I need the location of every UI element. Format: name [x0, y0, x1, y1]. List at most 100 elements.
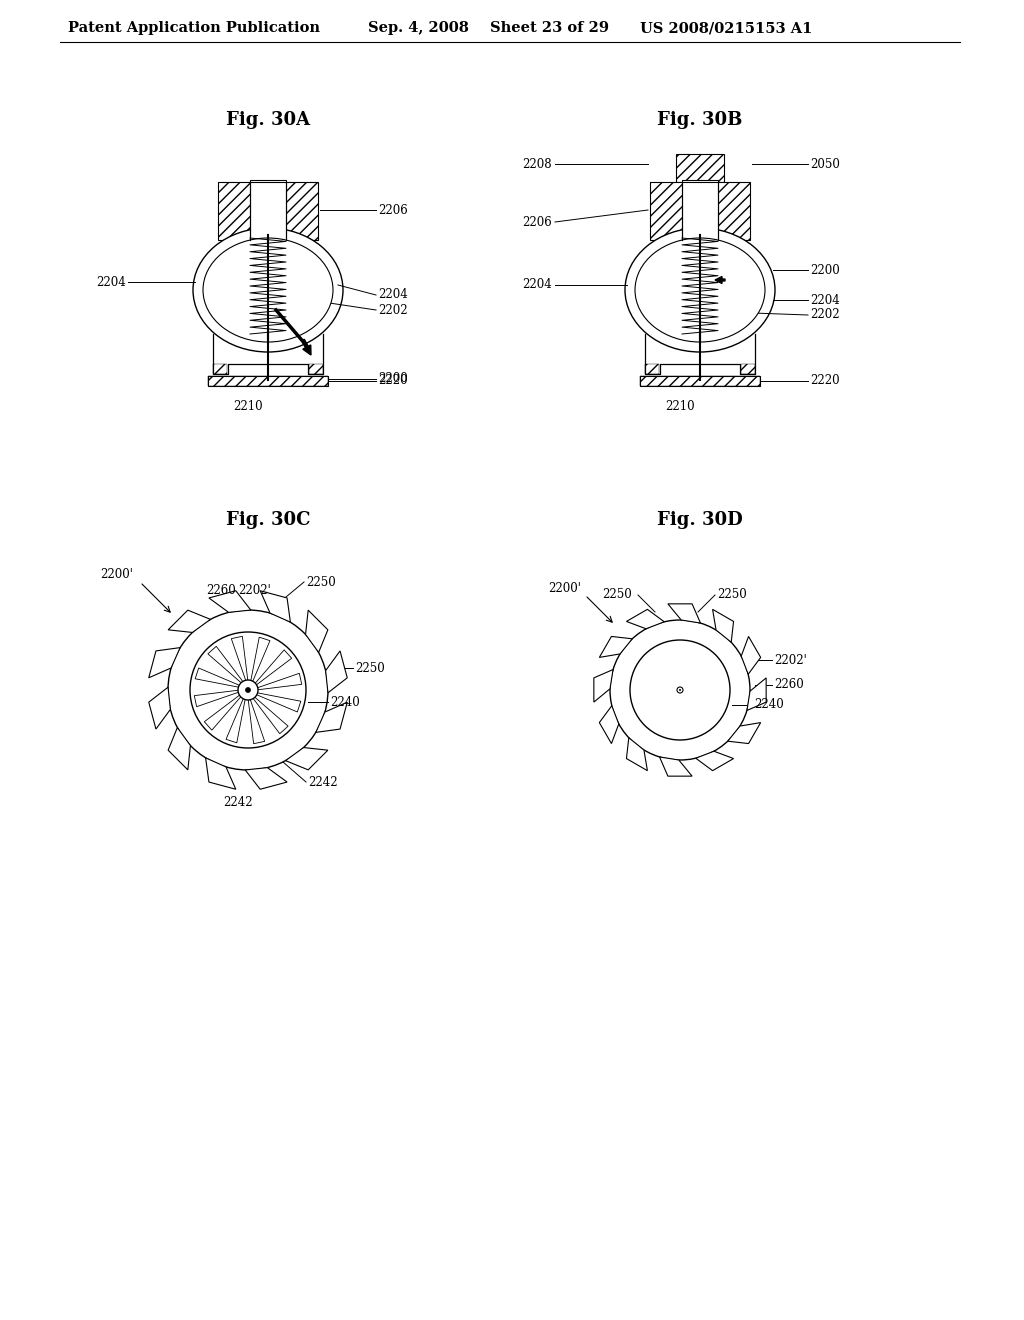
Polygon shape	[148, 648, 180, 677]
Bar	[682, 180, 718, 240]
Text: Sep. 4, 2008: Sep. 4, 2008	[368, 21, 469, 36]
Polygon shape	[594, 669, 613, 702]
Text: 2200': 2200'	[548, 582, 581, 594]
Bar	[250, 180, 286, 240]
Text: 2220: 2220	[810, 375, 840, 388]
Polygon shape	[315, 702, 347, 733]
Polygon shape	[627, 610, 665, 628]
FancyArrow shape	[715, 276, 725, 284]
Polygon shape	[659, 756, 692, 776]
Polygon shape	[695, 751, 733, 771]
Text: 2250: 2250	[717, 589, 746, 602]
Bar	[676, 154, 724, 182]
Text: 2208: 2208	[522, 157, 552, 170]
Polygon shape	[252, 696, 288, 734]
Polygon shape	[168, 727, 190, 770]
Polygon shape	[713, 610, 733, 643]
Text: US 2008/0215153 A1: US 2008/0215153 A1	[640, 21, 812, 36]
Polygon shape	[148, 688, 170, 729]
Circle shape	[146, 587, 350, 792]
Text: 2206: 2206	[522, 215, 552, 228]
Bar	[640, 376, 760, 385]
Text: 2204: 2204	[378, 289, 408, 301]
Text: Fig. 30C: Fig. 30C	[225, 511, 310, 529]
Text: 2200: 2200	[378, 372, 408, 385]
Polygon shape	[741, 636, 761, 675]
Text: 2240: 2240	[330, 696, 359, 709]
Text: 2220: 2220	[378, 375, 408, 388]
Ellipse shape	[203, 238, 333, 342]
Text: 2242: 2242	[223, 796, 253, 808]
Ellipse shape	[193, 228, 343, 352]
Bar	[650, 182, 750, 240]
Text: Fig. 30D: Fig. 30D	[657, 511, 742, 529]
Polygon shape	[305, 610, 328, 652]
Text: 2260: 2260	[774, 678, 804, 692]
Circle shape	[246, 688, 251, 693]
Polygon shape	[208, 647, 244, 684]
Bar	[218, 182, 318, 240]
Polygon shape	[627, 738, 647, 771]
FancyArrow shape	[302, 339, 311, 355]
Text: Fig. 30B: Fig. 30B	[657, 111, 742, 129]
Text: 2250: 2250	[602, 589, 632, 602]
Polygon shape	[326, 651, 347, 693]
Text: 2240: 2240	[754, 698, 783, 711]
Polygon shape	[599, 636, 632, 657]
Polygon shape	[226, 697, 246, 743]
Bar	[208, 376, 328, 385]
Polygon shape	[245, 768, 287, 789]
Polygon shape	[196, 668, 241, 688]
Text: 2200': 2200'	[100, 569, 133, 582]
Circle shape	[679, 689, 681, 690]
Ellipse shape	[625, 228, 775, 352]
Text: 2202': 2202'	[774, 653, 807, 667]
Polygon shape	[195, 690, 241, 706]
Circle shape	[190, 632, 306, 748]
Circle shape	[168, 610, 328, 770]
Text: 2250: 2250	[355, 661, 385, 675]
Text: 2200: 2200	[810, 264, 840, 276]
Text: 2242: 2242	[308, 776, 338, 788]
Text: 2050: 2050	[810, 157, 840, 170]
Text: 2202: 2202	[378, 304, 408, 317]
Polygon shape	[668, 603, 700, 623]
Text: 2204: 2204	[522, 279, 552, 292]
Circle shape	[238, 680, 258, 700]
Text: 2210: 2210	[666, 400, 695, 412]
Polygon shape	[248, 698, 264, 743]
Polygon shape	[256, 673, 302, 690]
Text: 2204: 2204	[810, 293, 840, 306]
Polygon shape	[286, 747, 328, 770]
Polygon shape	[746, 678, 766, 710]
Polygon shape	[728, 722, 761, 743]
Polygon shape	[251, 638, 270, 682]
Polygon shape	[260, 591, 291, 622]
Polygon shape	[206, 758, 236, 789]
Text: 2260: 2260	[206, 583, 236, 597]
Bar	[650, 182, 750, 240]
Polygon shape	[599, 706, 618, 743]
Polygon shape	[205, 694, 242, 730]
Text: 2206: 2206	[378, 203, 408, 216]
Circle shape	[677, 686, 683, 693]
Circle shape	[610, 620, 750, 760]
Text: 2250: 2250	[306, 576, 336, 589]
Text: 2210: 2210	[233, 400, 263, 412]
Circle shape	[588, 598, 772, 781]
Polygon shape	[168, 610, 211, 632]
Bar	[218, 182, 318, 240]
Polygon shape	[255, 693, 301, 711]
Text: Sheet 23 of 29: Sheet 23 of 29	[490, 21, 609, 36]
Bar	[676, 154, 724, 182]
Text: 2202: 2202	[810, 309, 840, 322]
Circle shape	[630, 640, 730, 741]
Text: 2202': 2202'	[238, 583, 270, 597]
Text: Fig. 30A: Fig. 30A	[226, 111, 310, 129]
Polygon shape	[254, 649, 292, 686]
Polygon shape	[231, 636, 248, 682]
Text: 2204: 2204	[96, 276, 126, 289]
Text: Patent Application Publication: Patent Application Publication	[68, 21, 319, 36]
Ellipse shape	[635, 238, 765, 342]
Polygon shape	[209, 591, 251, 612]
